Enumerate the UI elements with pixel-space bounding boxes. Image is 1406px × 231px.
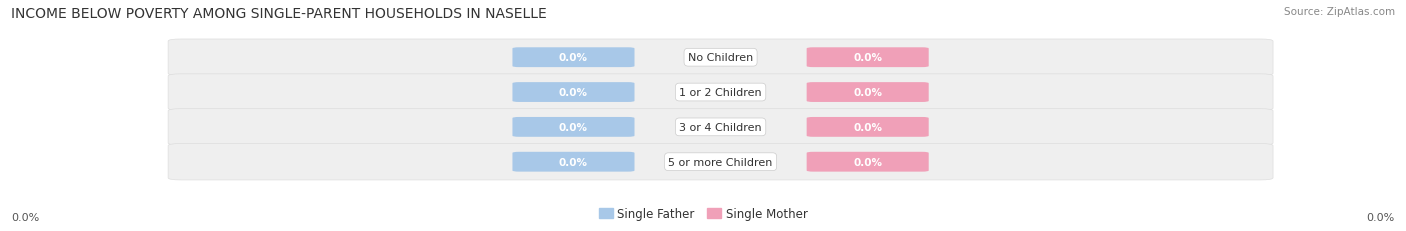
Text: 0.0%: 0.0% <box>853 53 882 63</box>
FancyBboxPatch shape <box>169 109 1272 146</box>
FancyBboxPatch shape <box>169 144 1272 180</box>
FancyBboxPatch shape <box>512 83 634 103</box>
Text: 0.0%: 0.0% <box>1367 212 1395 222</box>
FancyBboxPatch shape <box>807 117 929 137</box>
FancyBboxPatch shape <box>807 83 929 103</box>
FancyBboxPatch shape <box>512 48 634 68</box>
FancyBboxPatch shape <box>807 48 929 68</box>
Text: 0.0%: 0.0% <box>560 53 588 63</box>
Legend: Single Father, Single Mother: Single Father, Single Mother <box>593 203 813 225</box>
Text: INCOME BELOW POVERTY AMONG SINGLE-PARENT HOUSEHOLDS IN NASELLE: INCOME BELOW POVERTY AMONG SINGLE-PARENT… <box>11 7 547 21</box>
Text: 3 or 4 Children: 3 or 4 Children <box>679 122 762 132</box>
Text: 0.0%: 0.0% <box>853 157 882 167</box>
Text: 0.0%: 0.0% <box>560 88 588 98</box>
Text: Source: ZipAtlas.com: Source: ZipAtlas.com <box>1284 7 1395 17</box>
Text: 5 or more Children: 5 or more Children <box>668 157 773 167</box>
Text: 0.0%: 0.0% <box>853 88 882 98</box>
FancyBboxPatch shape <box>512 152 634 172</box>
FancyBboxPatch shape <box>512 117 634 137</box>
FancyBboxPatch shape <box>169 75 1272 111</box>
Text: No Children: No Children <box>688 53 754 63</box>
Text: 1 or 2 Children: 1 or 2 Children <box>679 88 762 98</box>
Text: 0.0%: 0.0% <box>853 122 882 132</box>
Text: 0.0%: 0.0% <box>11 212 39 222</box>
FancyBboxPatch shape <box>807 152 929 172</box>
Text: 0.0%: 0.0% <box>560 157 588 167</box>
FancyBboxPatch shape <box>169 40 1272 76</box>
Text: 0.0%: 0.0% <box>560 122 588 132</box>
